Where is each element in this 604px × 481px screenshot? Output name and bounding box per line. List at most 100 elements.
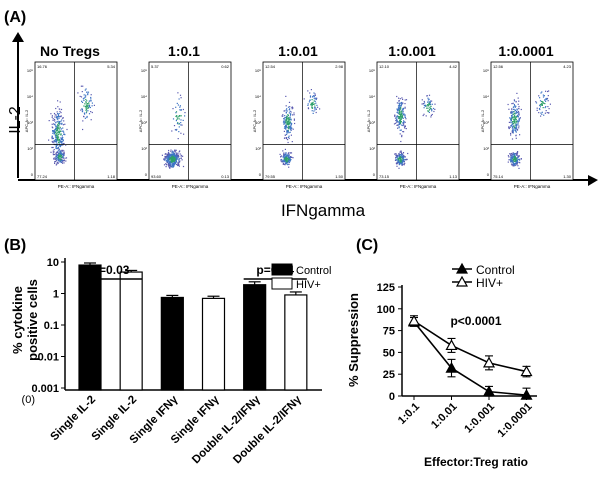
- flow-event: [168, 160, 170, 163]
- flow-event: [54, 160, 57, 163]
- flow-event: [515, 164, 517, 166]
- flow-event: [542, 102, 544, 104]
- flow-event: [511, 116, 513, 118]
- flow-event: [292, 157, 294, 159]
- flow-plot-tick-label: 10²: [483, 146, 489, 151]
- flow-event: [178, 156, 180, 158]
- flow-event: [83, 116, 85, 118]
- flow-event: [172, 166, 174, 168]
- flow-event: [511, 132, 513, 134]
- flow-event: [291, 141, 293, 143]
- panel-a-x-label: IFNgamma: [281, 201, 366, 220]
- flow-event: [518, 127, 520, 129]
- flow-event: [175, 162, 177, 164]
- flow-event: [51, 136, 53, 139]
- flow-event: [177, 164, 179, 167]
- flow-event: [399, 158, 401, 160]
- flow-event: [53, 158, 55, 160]
- flow-event: [171, 161, 173, 163]
- flow-event: [509, 159, 511, 161]
- flow-event: [404, 103, 406, 105]
- flow-event: [63, 150, 65, 152]
- flow-event: [175, 115, 177, 117]
- flow-event: [53, 151, 55, 153]
- flow-event: [61, 143, 63, 145]
- flow-event: [59, 141, 62, 143]
- flow-event: [395, 157, 397, 159]
- flow-event: [513, 121, 515, 123]
- flow-event: [77, 92, 79, 94]
- flow-event: [396, 159, 398, 161]
- flow-event: [66, 128, 68, 131]
- flow-event: [517, 116, 519, 118]
- flow-event: [394, 159, 397, 161]
- flow-event: [165, 155, 167, 158]
- flow-event: [426, 107, 428, 109]
- flow-event: [173, 155, 175, 157]
- flow-event: [55, 133, 57, 135]
- quadrant-q2-value: 0.62: [221, 64, 230, 69]
- flow-event: [513, 127, 515, 129]
- flow-event: [57, 113, 59, 115]
- flow-event: [175, 156, 177, 158]
- flow-event: [313, 96, 315, 98]
- flow-event: [510, 132, 512, 135]
- flow-event: [546, 98, 548, 101]
- flow-event: [58, 127, 60, 129]
- flow-event: [177, 162, 179, 164]
- flow-event: [88, 105, 90, 107]
- flow-event: [395, 119, 397, 122]
- flow-event: [59, 130, 62, 132]
- flow-event: [399, 107, 401, 109]
- panel-c-label: (C): [356, 237, 378, 254]
- flow-event: [398, 153, 400, 155]
- flow-event: [284, 117, 286, 119]
- flow-event: [87, 103, 89, 105]
- flow-event: [429, 103, 431, 105]
- flow-event: [399, 102, 401, 104]
- flow-event: [176, 102, 178, 104]
- flow-event: [61, 152, 63, 154]
- flow-event: [87, 107, 89, 109]
- flow-event: [401, 164, 403, 166]
- flow-event: [403, 155, 405, 157]
- flow-event: [55, 141, 58, 143]
- flow-event: [289, 114, 292, 116]
- flow-event: [54, 118, 56, 121]
- flow-event: [289, 122, 291, 124]
- flow-event: [52, 150, 54, 152]
- flow-event: [519, 118, 521, 120]
- flow-event: [516, 153, 518, 155]
- flow-event: [284, 156, 286, 158]
- flow-event: [399, 160, 401, 162]
- flow-event: [86, 115, 88, 118]
- flow-plot-tick-label: 10⁵: [483, 68, 489, 73]
- flow-event: [510, 115, 513, 117]
- flow-event: [170, 154, 172, 156]
- flow-event: [58, 156, 60, 158]
- panel-b-y-tick-label: 0.1: [44, 320, 59, 332]
- flow-event: [63, 133, 65, 135]
- flow-event: [427, 101, 429, 103]
- flow-event: [398, 100, 400, 102]
- flow-event: [60, 120, 62, 122]
- flow-event: [399, 122, 401, 124]
- flow-event: [510, 112, 513, 114]
- flow-event: [290, 123, 292, 125]
- flow-event: [315, 111, 317, 114]
- flow-event: [289, 121, 291, 123]
- flow-event: [282, 150, 284, 152]
- flow-event: [286, 157, 289, 159]
- flow-event: [394, 153, 396, 155]
- flow-event: [288, 132, 290, 134]
- flow-event: [427, 99, 429, 101]
- flow-event: [539, 104, 541, 106]
- flow-plot-tick-label: 10³: [141, 120, 147, 125]
- flow-event: [404, 116, 406, 118]
- flow-event: [52, 118, 54, 120]
- flow-event: [401, 115, 403, 117]
- quadrant-q2-value: 4.42: [449, 64, 458, 69]
- flow-event: [58, 148, 60, 150]
- flow-event: [312, 95, 314, 97]
- flow-event: [285, 112, 287, 114]
